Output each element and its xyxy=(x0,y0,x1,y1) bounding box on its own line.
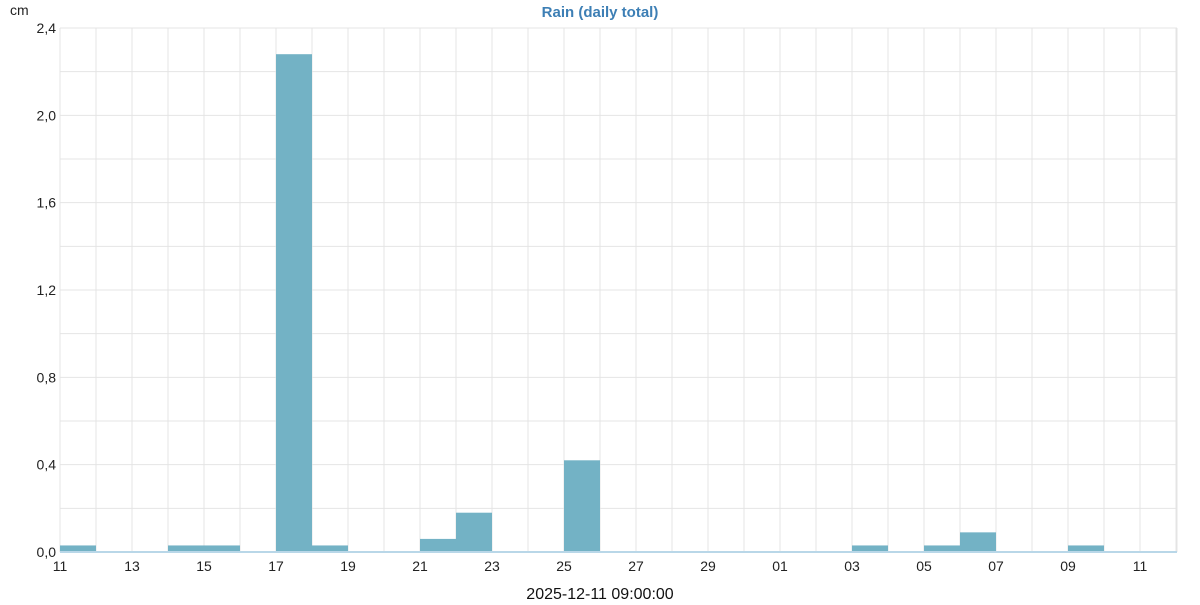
y-tick-label: 1,2 xyxy=(37,282,57,298)
x-tick-label: 11 xyxy=(1133,558,1148,574)
y-tick-label: 2,4 xyxy=(37,20,57,36)
x-tick-label: 29 xyxy=(700,558,716,574)
bar-21 xyxy=(420,538,456,552)
x-tick-label: 27 xyxy=(628,558,644,574)
bar-11 xyxy=(60,545,96,552)
bar-18 xyxy=(312,545,348,552)
y-axis-unit: cm xyxy=(10,2,29,18)
y-tick-labels: 0,0 0,4 0,8 1,2 1,6 2,0 2,4 xyxy=(37,20,57,560)
x-tick-label: 25 xyxy=(556,558,572,574)
y-tick-label: 2,0 xyxy=(37,107,57,123)
x-tick-label: 17 xyxy=(268,558,284,574)
y-tick-label: 1,6 xyxy=(37,195,57,211)
y-tick-label: 0,8 xyxy=(37,369,57,385)
bar-04 xyxy=(924,545,960,552)
x-tick-label: 01 xyxy=(772,558,788,574)
bar-22 xyxy=(456,512,492,552)
x-tick-label: 21 xyxy=(412,558,428,574)
bar-05 xyxy=(960,532,996,552)
bars xyxy=(60,54,1104,552)
x-tick-label: 11 xyxy=(53,558,68,574)
x-tick-label: 13 xyxy=(124,558,140,574)
bar-17 xyxy=(276,54,312,552)
chart-title: Rain (daily total) xyxy=(542,4,659,21)
x-tick-label: 07 xyxy=(988,558,1004,574)
x-tick-label: 03 xyxy=(844,558,860,574)
y-tick-label: 0,0 xyxy=(37,544,57,560)
x-tick-labels: 11 13 15 17 19 21 23 25 27 29 01 03 05 07 09 11 xyxy=(53,558,1148,574)
bar-15 xyxy=(204,545,240,552)
bar-08 xyxy=(1068,545,1104,552)
bar-14 xyxy=(168,545,204,552)
bar-25 xyxy=(564,460,600,552)
x-axis-label: 2025-12-11 09:00:00 xyxy=(526,586,673,600)
bar-02 xyxy=(852,545,888,552)
x-tick-label: 23 xyxy=(484,558,500,574)
x-tick-label: 15 xyxy=(196,558,212,574)
grid xyxy=(59,27,1178,553)
x-tick-label: 09 xyxy=(1060,558,1076,574)
x-tick-label: 19 xyxy=(340,558,356,574)
y-tick-label: 0,4 xyxy=(37,457,57,473)
x-tick-label: 05 xyxy=(916,558,932,574)
